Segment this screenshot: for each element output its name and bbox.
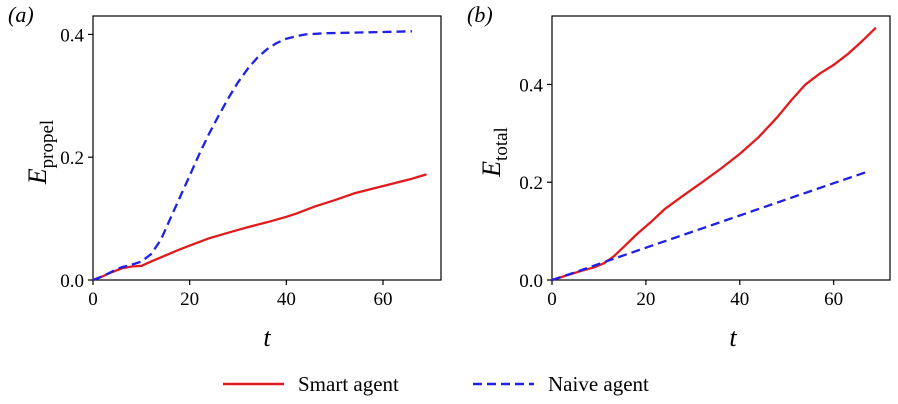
panel-b-ylabel: Etotal — [477, 127, 512, 178]
panel-a-series-naive-agent — [92, 30, 413, 282]
panel-a-xtick-label: 20 — [180, 289, 199, 310]
panel-a-xtick-label: 40 — [277, 289, 296, 310]
panel-a-xtick-label: 60 — [374, 289, 393, 310]
panel-b-xlabel: t — [729, 323, 737, 352]
legend: Smart agent Naive agent — [223, 372, 649, 396]
panel-a-ytick-label: 0.0 — [60, 271, 84, 292]
panel-a-ylabel: Epropel — [23, 120, 58, 185]
panel-b-xtick-label: 60 — [824, 289, 843, 310]
panel-b-xtick-label: 40 — [730, 289, 749, 310]
panel-a-xtick-label: 0 — [88, 289, 98, 310]
panel-b-ytick-label: 0.0 — [519, 271, 543, 292]
panel-a-series-smart-agent — [92, 173, 427, 282]
panel-b: (b) Etotal t 0 20 40 60 0.0 0.2 0.4 — [467, 2, 891, 352]
panel-b-series-naive-agent — [551, 170, 867, 282]
panel-b-label: (b) — [467, 2, 493, 27]
panel-a-ytick-label: 0.4 — [60, 25, 84, 46]
panel-a-label: (a) — [8, 2, 34, 27]
panel-a-axes-frame — [92, 15, 442, 281]
legend-label-smart-agent: Smart agent — [298, 372, 399, 396]
panel-a-ytick-label: 0.2 — [60, 148, 84, 169]
panel-b-series-smart-agent — [551, 26, 877, 282]
panel-b-axes-frame — [551, 15, 891, 281]
panel-b-ytick-label: 0.2 — [519, 173, 543, 194]
panel-b-ytick-label: 0.4 — [519, 75, 543, 96]
panel-b-xtick-label: 20 — [636, 289, 655, 310]
legend-label-naive-agent: Naive agent — [548, 372, 649, 396]
panel-a: (a) Epropel t 0 20 40 60 0.0 0.2 0.4 — [8, 2, 442, 352]
panel-a-xlabel: t — [263, 323, 271, 352]
panel-b-xtick-label: 0 — [547, 289, 557, 310]
